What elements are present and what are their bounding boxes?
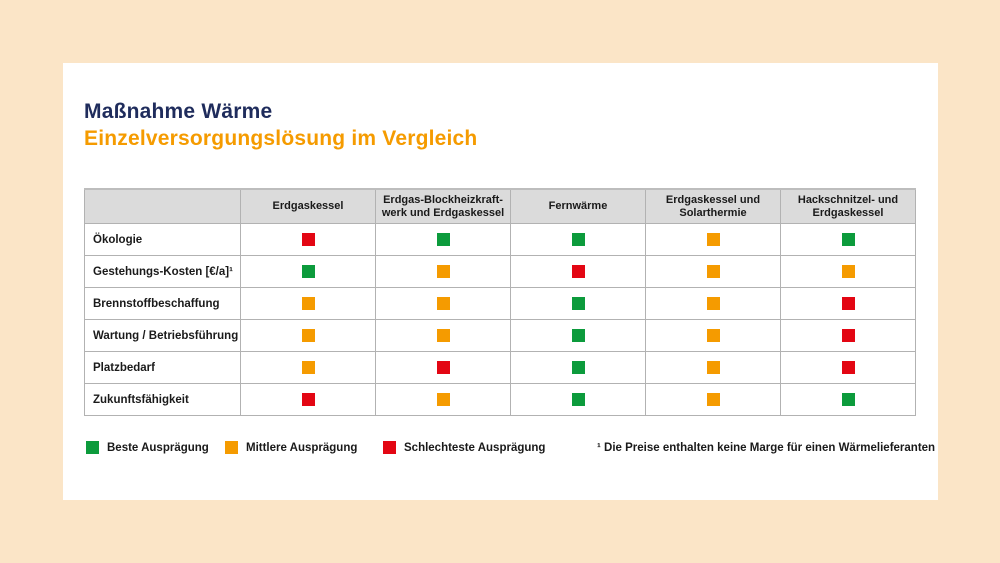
rating-square-orange xyxy=(436,264,450,278)
table-row: Platzbedarf xyxy=(84,351,916,384)
rating-square-green xyxy=(571,360,585,374)
rating-cell xyxy=(375,319,511,352)
column-header: Erdgaskessel und Solarthermie xyxy=(645,188,781,224)
table-row: Zukunftsfähigkeit xyxy=(84,383,916,416)
rating-cell xyxy=(780,255,916,288)
legend-item: Beste Ausprägung xyxy=(86,441,209,454)
table-row: Ökologie xyxy=(84,223,916,256)
rating-cell xyxy=(510,319,646,352)
rating-cell xyxy=(375,287,511,320)
rating-cell xyxy=(780,223,916,256)
rating-square-red xyxy=(841,360,855,374)
rating-cell xyxy=(375,255,511,288)
rating-cell xyxy=(780,287,916,320)
rating-square-orange xyxy=(706,392,720,406)
rating-square-orange xyxy=(706,232,720,246)
table-row: Brennstoffbeschaffung xyxy=(84,287,916,320)
corner-cell xyxy=(84,188,241,224)
column-header: Erdgas-Blockheizkraft- werk und Erdgaske… xyxy=(375,188,511,224)
row-label: Platzbedarf xyxy=(84,351,241,384)
row-label: Ökologie xyxy=(84,223,241,256)
legend-swatch-orange xyxy=(225,441,238,454)
rating-square-green xyxy=(571,232,585,246)
rating-cell xyxy=(375,383,511,416)
rating-square-green xyxy=(841,232,855,246)
rating-square-green xyxy=(841,392,855,406)
rating-cell xyxy=(510,287,646,320)
rating-square-orange xyxy=(706,328,720,342)
rating-cell xyxy=(240,351,376,384)
rating-square-orange xyxy=(841,264,855,278)
table-body: Ökologie Gestehungs-Kosten [€/a]¹ Brennsto… xyxy=(84,223,916,416)
rating-cell xyxy=(375,223,511,256)
rating-cell xyxy=(510,351,646,384)
rating-square-red xyxy=(436,360,450,374)
rating-cell xyxy=(780,319,916,352)
rating-cell xyxy=(645,223,781,256)
rating-square-green xyxy=(436,232,450,246)
legend: ¹ Die Preise enthalten keine Marge für e… xyxy=(84,441,935,459)
rating-cell xyxy=(645,383,781,416)
comparison-table: Erdgaskessel Erdgas-Blockheizkraft- werk … xyxy=(84,188,916,416)
column-header: Erdgaskessel xyxy=(240,188,376,224)
rating-square-green xyxy=(571,296,585,310)
rating-square-red xyxy=(301,392,315,406)
rating-cell xyxy=(375,351,511,384)
table-header-row: Erdgaskessel Erdgas-Blockheizkraft- werk … xyxy=(84,188,916,224)
row-label: Wartung / Betriebsführung xyxy=(84,319,241,352)
rating-cell xyxy=(645,255,781,288)
legend-item: Schlechteste Ausprägung xyxy=(383,441,545,454)
rating-square-orange xyxy=(436,328,450,342)
rating-cell xyxy=(645,319,781,352)
legend-item: Mittlere Ausprägung xyxy=(225,441,357,454)
rating-square-orange xyxy=(436,392,450,406)
rating-cell xyxy=(240,255,376,288)
rating-cell xyxy=(240,383,376,416)
footnote: ¹ Die Preise enthalten keine Marge für e… xyxy=(597,442,936,454)
legend-label: Beste Ausprägung xyxy=(107,441,209,454)
legend-label: Mittlere Ausprägung xyxy=(246,441,358,454)
table-row: Gestehungs-Kosten [€/a]¹ xyxy=(84,255,916,288)
rating-cell xyxy=(780,351,916,384)
row-label: Gestehungs-Kosten [€/a]¹ xyxy=(84,255,241,288)
rating-square-red xyxy=(571,264,585,278)
rating-square-orange xyxy=(301,360,315,374)
rating-cell xyxy=(780,383,916,416)
legend-swatch-red xyxy=(383,441,396,454)
page-subtitle: Einzelversorgungslösung im Vergleich xyxy=(84,127,478,150)
rating-square-orange xyxy=(301,296,315,310)
rating-square-red xyxy=(841,328,855,342)
rating-cell xyxy=(510,255,646,288)
rating-cell xyxy=(510,223,646,256)
row-label: Zukunftsfähigkeit xyxy=(84,383,241,416)
rating-cell xyxy=(240,287,376,320)
row-label: Brennstoffbeschaffung xyxy=(84,287,241,320)
rating-cell xyxy=(240,223,376,256)
slide-card: Maßnahme Wärme Einzelversorgungslösung i… xyxy=(63,63,938,500)
rating-square-orange xyxy=(436,296,450,310)
page-title: Maßnahme Wärme xyxy=(84,100,273,123)
rating-square-orange xyxy=(301,328,315,342)
legend-label: Schlechteste Ausprägung xyxy=(404,441,546,454)
table-row: Wartung / Betriebsführung xyxy=(84,319,916,352)
legend-swatch-green xyxy=(86,441,99,454)
rating-square-orange xyxy=(706,360,720,374)
rating-cell xyxy=(645,351,781,384)
rating-square-orange xyxy=(706,264,720,278)
rating-square-red xyxy=(301,232,315,246)
rating-square-orange xyxy=(706,296,720,310)
rating-square-green xyxy=(301,264,315,278)
rating-square-red xyxy=(841,296,855,310)
rating-cell xyxy=(240,319,376,352)
column-header: Fernwärme xyxy=(510,188,646,224)
column-header: Hackschnitzel- und Erdgaskessel xyxy=(780,188,916,224)
rating-square-green xyxy=(571,392,585,406)
rating-square-green xyxy=(571,328,585,342)
rating-cell xyxy=(510,383,646,416)
rating-cell xyxy=(645,287,781,320)
